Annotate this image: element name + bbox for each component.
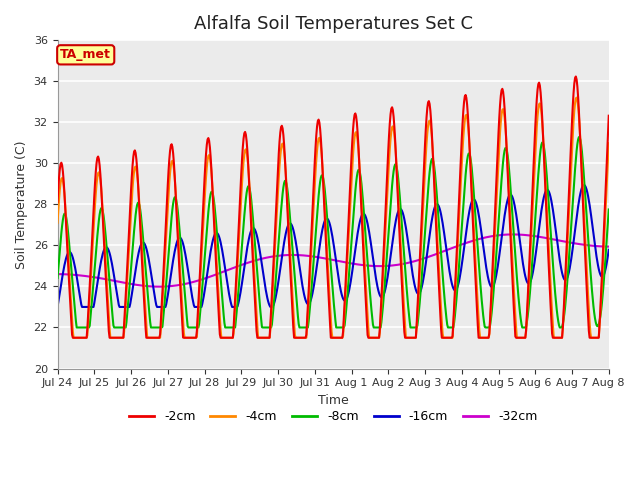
Legend: -2cm, -4cm, -8cm, -16cm, -32cm: -2cm, -4cm, -8cm, -16cm, -32cm [124,405,542,428]
Y-axis label: Soil Temperature (C): Soil Temperature (C) [15,140,28,269]
Title: Alfalfa Soil Temperatures Set C: Alfalfa Soil Temperatures Set C [194,15,472,33]
Text: TA_met: TA_met [60,48,111,61]
X-axis label: Time: Time [318,394,349,407]
